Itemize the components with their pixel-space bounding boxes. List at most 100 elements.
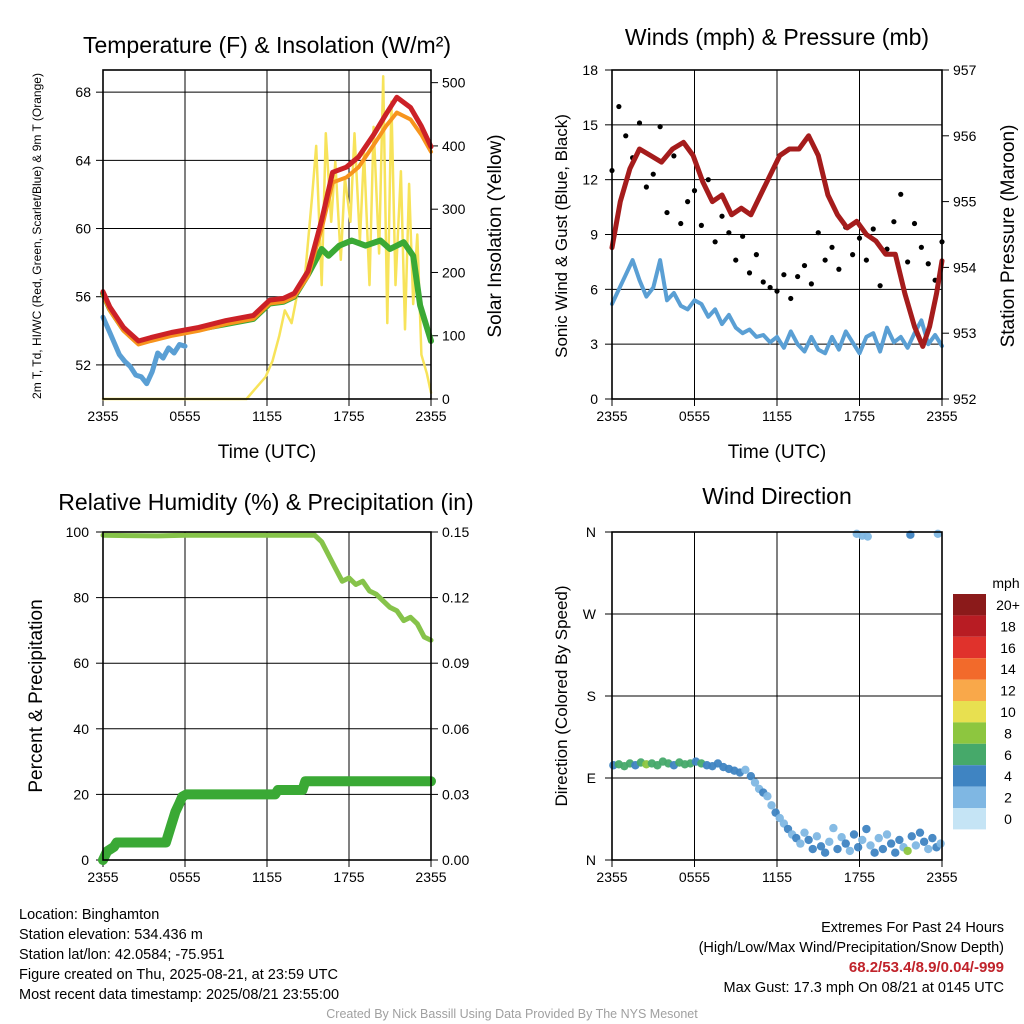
y-right-tick-label: 956	[953, 128, 977, 144]
y-tick-label: 3	[590, 336, 598, 352]
colorbar-swatch	[953, 594, 986, 616]
colorbar-swatch	[953, 808, 986, 830]
direction-point	[825, 837, 834, 846]
gust-point	[905, 259, 911, 265]
x-tick-label: 1155	[252, 408, 282, 424]
gust-point	[781, 272, 787, 278]
x-tick-label: 1155	[762, 408, 792, 424]
direction-point	[891, 848, 900, 857]
gust-point	[671, 153, 677, 159]
gust-point	[698, 222, 704, 228]
gust-point	[664, 209, 670, 216]
colorbar-swatch	[953, 679, 986, 701]
direction-point	[886, 839, 896, 848]
x-tick-label: 1755	[844, 869, 875, 885]
x-tick-label: 2355	[87, 408, 118, 424]
credit-text: Created By Nick Bassill Using Data Provi…	[326, 1007, 698, 1021]
direction-point	[933, 529, 943, 539]
gust-point	[774, 288, 780, 294]
plot-frame	[102, 531, 432, 861]
x-tick-label: 2355	[415, 408, 446, 424]
colorbar-swatch	[953, 743, 986, 766]
y-right-tick-label: 400	[442, 138, 466, 154]
panel-2: 2355 0555 1155 1755 235503691215189529539549…	[552, 24, 1019, 463]
y-tick-label: 64	[75, 152, 91, 168]
gridlines	[611, 69, 943, 406]
x-tick-label: 2355	[596, 408, 627, 424]
gust-point	[753, 252, 759, 258]
gust-point	[856, 235, 863, 241]
gust-point	[691, 188, 698, 194]
gust-point	[712, 239, 718, 245]
x-tick-label: 1155	[762, 869, 792, 885]
y-right-axis-label: Station Pressure (Maroon)	[998, 125, 1019, 348]
gust-point	[678, 220, 684, 227]
direction-point	[878, 844, 888, 854]
chart-title: Temperature (F) & Insolation (W/m²)	[83, 32, 451, 58]
colorbar-label: 2	[1004, 790, 1012, 806]
gust-point	[911, 220, 918, 227]
direction-point	[936, 839, 945, 848]
y-axis-label: Direction (Colored By Speed)	[552, 585, 571, 806]
direction-point	[919, 837, 929, 846]
direction-point	[804, 835, 813, 845]
colorbar-label: 10	[1000, 704, 1016, 720]
gust-point	[891, 219, 897, 225]
colorbar-label: 4	[1004, 768, 1012, 784]
wind-line	[610, 258, 944, 356]
x-tick-label: 1155	[252, 869, 282, 885]
y-right-tick-label: 500	[442, 75, 466, 91]
plot-frame	[102, 69, 432, 400]
y-tick-label: 40	[73, 721, 89, 737]
colorbar-label: 6	[1004, 747, 1012, 763]
x-tick-label: 0555	[169, 408, 200, 424]
y-right-tick-label: 300	[442, 201, 466, 217]
colorbar-swatch	[953, 722, 986, 744]
direction-point	[833, 844, 842, 854]
y-tick-label: E	[587, 770, 596, 786]
x-tick-label: 0555	[679, 408, 710, 424]
created-text: Figure created on Thu, 2025-08-21, at 23…	[19, 967, 338, 983]
elevation-text: Station elevation: 534.436 m	[19, 927, 203, 943]
direction-point	[767, 801, 776, 810]
x-tick-label: 2355	[926, 408, 957, 424]
series-line	[101, 110, 433, 347]
panel-1: 2355 0555 1155 1755 2355 52 56 60 64 68 0 100 200 300…	[30, 32, 506, 463]
chart-title: Winds (mph) & Pressure (mb)	[625, 24, 929, 50]
y-tick-label: 0	[81, 852, 89, 868]
y-right-tick-label: 955	[953, 194, 977, 210]
gust-point	[863, 257, 869, 263]
gust-point	[685, 199, 691, 205]
colorbar: mph 20+ 18 16 14 12 10 8 6 4 2 0	[953, 575, 1020, 830]
gridlines	[102, 70, 432, 406]
gridlines	[611, 531, 943, 867]
gust-point	[836, 266, 842, 272]
gust-point	[746, 270, 753, 276]
plot-frame	[611, 531, 943, 861]
direction-point	[915, 828, 925, 837]
x-axis-label: Time (UTC)	[218, 442, 317, 463]
y-right-tick-label: 0.12	[442, 590, 469, 606]
y-right-tick-label: 0.09	[442, 655, 469, 671]
y-tick-label: 9	[590, 227, 598, 243]
direction-point	[924, 844, 933, 854]
gust-point	[623, 133, 629, 139]
series-line	[100, 314, 188, 387]
x-tick-label: 2355	[87, 869, 118, 885]
series-line	[100, 94, 434, 344]
colorbar-swatch	[953, 636, 986, 659]
station-info: Location: Binghamton Station elevation: …	[19, 905, 339, 1005]
direction-point	[866, 841, 875, 850]
direction-point	[812, 832, 822, 841]
gust-point	[636, 120, 643, 126]
direction-point	[800, 828, 809, 837]
location-text: Location: Binghamton	[19, 907, 160, 923]
gust-point	[616, 103, 622, 110]
x-tick-label: 0555	[679, 869, 710, 885]
y-right-axis-label: Solar Insolation (Yellow)	[485, 134, 506, 337]
chart-title: Wind Direction	[702, 483, 852, 509]
colorbar-label: 16	[1000, 640, 1016, 656]
y-tick-label: 0	[590, 391, 598, 407]
pressure-line	[609, 133, 945, 349]
direction-point	[903, 846, 912, 856]
